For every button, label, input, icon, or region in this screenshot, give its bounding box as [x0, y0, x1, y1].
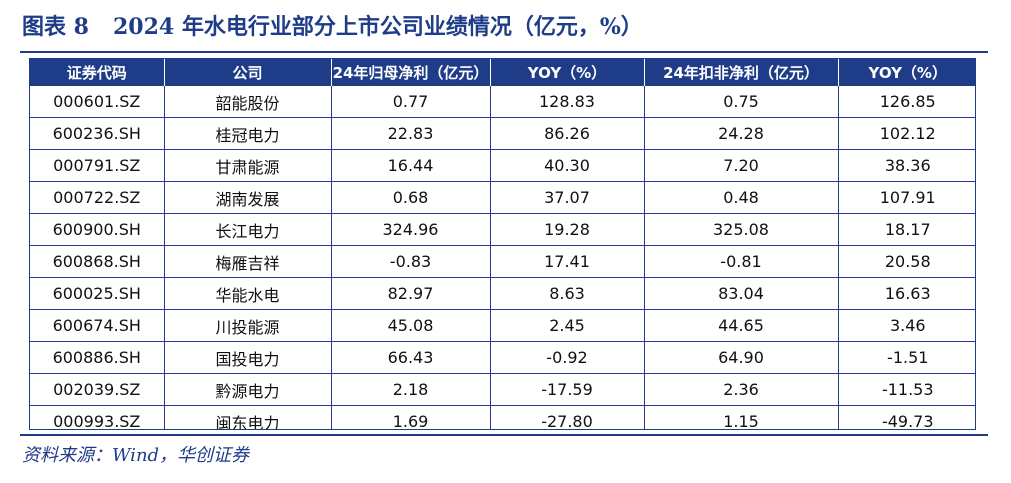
table-row: 600236.SH 桂冠电力 22.83 86.26 24.28 102.12: [30, 117, 975, 150]
cell-net-profit: 22.83: [330, 117, 490, 150]
table-row: 002039.SZ 黔源电力 2.18 -17.59 2.36 -11.53: [30, 373, 975, 406]
cell-deducted-profit: 0.48: [643, 181, 838, 214]
table-row: 600025.SH 华能水电 82.97 8.63 83.04 16.63: [30, 277, 975, 310]
cell-yoy-deducted: 20.58: [837, 245, 975, 278]
cell-yoy: 37.07: [489, 181, 644, 214]
cell-yoy-deducted: 16.63: [837, 277, 975, 310]
cell-code: 000601.SZ: [53, 92, 141, 111]
cell-yoy-deducted: -1.51: [837, 341, 975, 374]
cell-net-profit: 0.77: [330, 86, 490, 118]
cell-net-profit: 45.08: [330, 309, 490, 342]
header-cell-code: 证券代码: [30, 59, 164, 86]
cell-yoy: 40.30: [489, 149, 644, 182]
cell-company: 川投能源: [163, 309, 331, 342]
table-row: 000791.SZ 甘肃能源 16.44 40.30 7.20 38.36: [30, 149, 975, 182]
cell-company: 国投电力: [163, 341, 331, 374]
cell-net-profit: 1.69: [330, 405, 490, 429]
cell-yoy-deducted: 107.91: [837, 181, 975, 214]
cell-code: 000993.SZ: [30, 405, 164, 429]
cell-company: 长江电力: [163, 213, 331, 246]
cell-yoy-deducted: 3.46: [837, 309, 975, 342]
figure-title: 图表 8 2024 年水电行业部分上市公司业绩情况（亿元，%）: [22, 10, 643, 44]
table-row: 000601.SZ 韶能股份 0.77 128.83 0.75 126.85: [30, 86, 975, 118]
cell-code: 000791.SZ: [30, 149, 164, 182]
source-note: 资料来源：Wind，华创证券: [22, 445, 250, 466]
cell-code: 600025.SH: [30, 277, 164, 310]
cell-net-profit: 66.43: [330, 341, 490, 374]
cell-code: 600886.SH: [30, 341, 164, 374]
cell-code: 600900.SH: [30, 213, 164, 246]
table-row: 600886.SH 国投电力 66.43 -0.92 64.90 -1.51: [30, 341, 975, 374]
cell-deducted-profit: 0.75: [643, 86, 838, 118]
header-cell-net-profit: 24年归母净利（亿元）: [330, 59, 490, 86]
cell-company: 黔源电力: [163, 373, 331, 406]
table-container: 证券代码 公司 24年归母净利（亿元） YOY（%） 24年扣非净利（亿元） Y…: [29, 58, 976, 430]
table-row: 000993.SZ 闽东电力 1.69 -27.80 1.15 -49.73: [30, 405, 975, 429]
cell-yoy-deducted: 102.12: [837, 117, 975, 150]
cell-yoy: -17.59: [489, 373, 644, 406]
cell-net-profit: 16.44: [330, 149, 490, 182]
cell-company: 桂冠电力: [163, 117, 331, 150]
cell-net-profit: 2.18: [330, 373, 490, 406]
cell-yoy: 128.83: [489, 86, 644, 118]
cell-deducted-profit: 83.04: [643, 277, 838, 310]
table-row: 000722.SZ 湖南发展 0.68 37.07 0.48 107.91: [30, 181, 975, 214]
cell-company: 华能水电: [163, 277, 331, 310]
cell-company: 韶能股份: [163, 86, 331, 118]
cell-company: 湖南发展: [163, 181, 331, 214]
header-cell-yoy: YOY（%）: [489, 59, 644, 86]
cell-yoy-deducted: 38.36: [837, 149, 975, 182]
cell-deducted-profit: 1.15: [643, 405, 838, 429]
cell-yoy: 17.41: [489, 245, 644, 278]
cell-code: 002039.SZ: [30, 373, 164, 406]
cell-yoy: 2.45: [489, 309, 644, 342]
bottom-divider: [20, 434, 988, 436]
cell-company: 甘肃能源: [163, 149, 331, 182]
cell-company: 闽东电力: [163, 405, 331, 429]
cell-net-profit: 324.96: [330, 213, 490, 246]
table-row: 600868.SH 梅雁吉祥 -0.83 17.41 -0.81 20.58: [30, 245, 975, 278]
cell-deducted-profit: 7.20: [643, 149, 838, 182]
cell-deducted-profit: 2.36: [643, 373, 838, 406]
cell-deducted-profit: 325.08: [643, 213, 838, 246]
cell-deducted-profit: 24.28: [643, 117, 838, 150]
header-cell-company: 公司: [163, 59, 331, 86]
cell-yoy: 86.26: [489, 117, 644, 150]
header-cell-yoy-deducted: YOY（%）: [837, 59, 975, 86]
cell-yoy-deducted: -49.73: [837, 405, 975, 429]
cell-net-profit: 82.97: [330, 277, 490, 310]
cell-code: 600674.SH: [30, 309, 164, 342]
cell-yoy-deducted: 126.85: [837, 86, 975, 118]
cell-yoy: -0.92: [489, 341, 644, 374]
top-divider: [20, 51, 988, 53]
table-header: 证券代码 公司 24年归母净利（亿元） YOY（%） 24年扣非净利（亿元） Y…: [30, 59, 975, 86]
cell-yoy: 8.63: [489, 277, 644, 310]
cell-net-profit: -0.83: [330, 245, 490, 278]
table-row: 600900.SH 长江电力 324.96 19.28 325.08 18.17: [30, 213, 975, 246]
cell-yoy-deducted: 18.17: [837, 213, 975, 246]
table-row: 600674.SH 川投能源 45.08 2.45 44.65 3.46: [30, 309, 975, 342]
cell-yoy: -27.80: [489, 405, 644, 429]
cell-deducted-profit: 44.65: [643, 309, 838, 342]
cell-net-profit: 0.68: [330, 181, 490, 214]
figure-label: 图表 8: [22, 14, 89, 40]
cell-yoy: 19.28: [489, 213, 644, 246]
cell-deducted-profit: 64.90: [643, 341, 838, 374]
figure-caption: 2024 年水电行业部分上市公司业绩情况（亿元，%）: [112, 14, 643, 40]
table-body: 000601.SZ 韶能股份 0.77 128.83 0.75 126.85 600236.…: [30, 86, 975, 429]
header-cell-deducted-profit: 24年扣非净利（亿元）: [643, 59, 838, 86]
header-row: 证券代码 公司 24年归母净利（亿元） YOY（%） 24年扣非净利（亿元） Y…: [30, 59, 975, 86]
cell-company: 梅雁吉祥: [163, 245, 331, 278]
earnings-table: 证券代码 公司 24年归母净利（亿元） YOY（%） 24年扣非净利（亿元） Y…: [30, 59, 975, 429]
cell-yoy-deducted: -11.53: [837, 373, 975, 406]
cell-code: 000722.SZ: [30, 181, 164, 214]
cell-deducted-profit: -0.81: [643, 245, 838, 278]
cell-code: 600868.SH: [30, 245, 164, 278]
cell-code: 600236.SH: [30, 117, 164, 150]
